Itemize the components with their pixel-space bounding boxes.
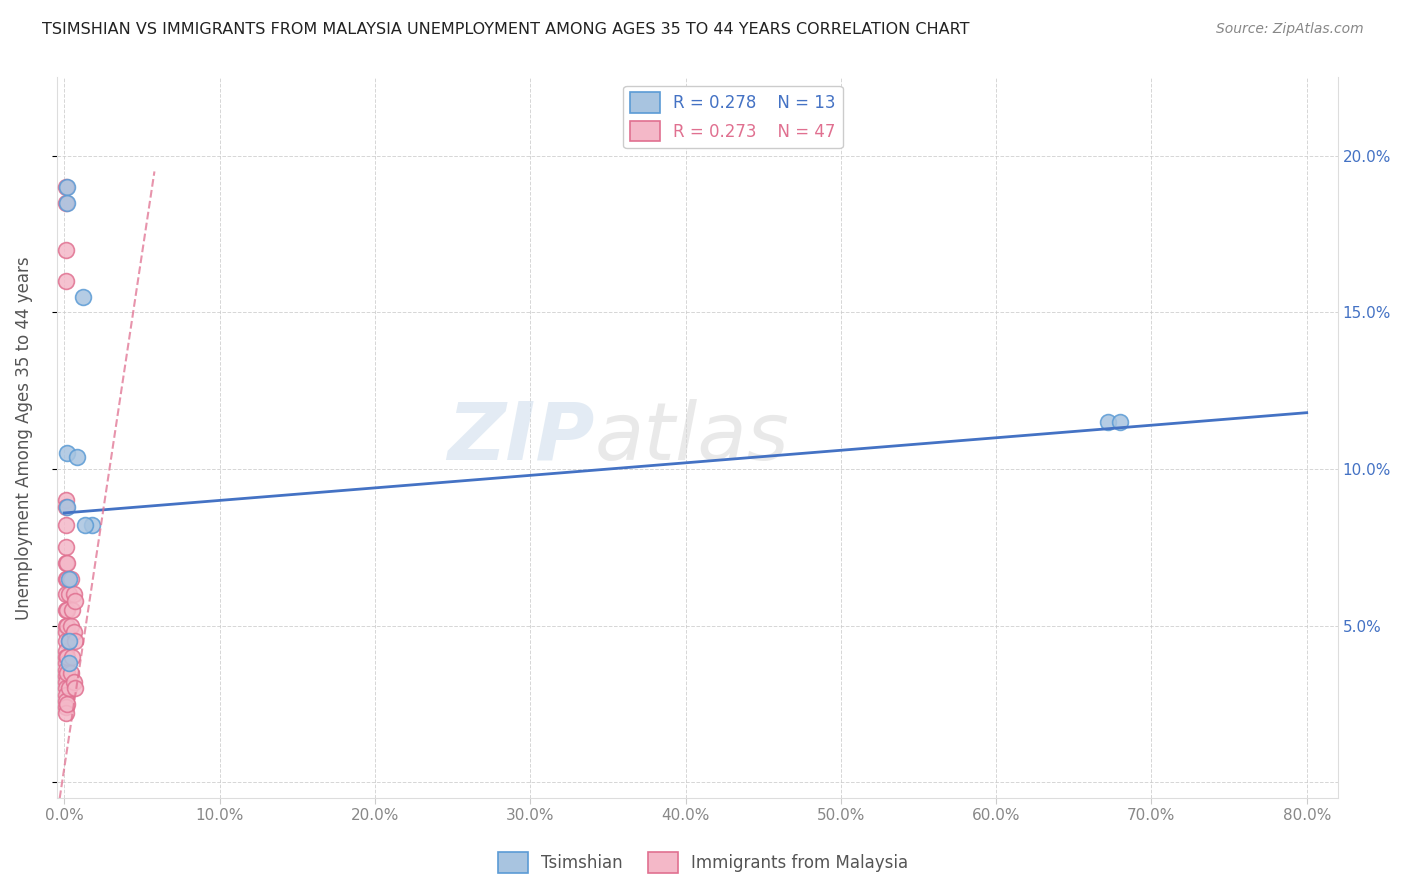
Point [55, 518, 77, 533]
Point [58, 634, 80, 648]
Point [62, 625, 84, 640]
Text: Source: ZipAtlas.com: Source: ZipAtlas.com [1216, 22, 1364, 37]
Point [58, 634, 80, 648]
Point [62, 587, 84, 601]
Point [55, 650, 77, 665]
Point [56, 195, 79, 210]
Y-axis label: Unemployment Among Ages 35 to 44 years: Unemployment Among Ages 35 to 44 years [15, 256, 32, 620]
Point [55, 694, 77, 708]
Point [55, 180, 77, 194]
Point [55, 700, 77, 714]
Point [1097, 415, 1119, 429]
Point [55, 587, 77, 601]
Point [59, 572, 82, 586]
Point [56, 697, 79, 711]
Point [56, 619, 79, 633]
Point [55, 681, 77, 696]
Point [55, 572, 77, 586]
Point [55, 493, 77, 508]
Point [55, 663, 77, 677]
Point [72, 290, 94, 304]
Point [55, 500, 77, 514]
Point [55, 243, 77, 257]
Point [58, 657, 80, 671]
Point [82, 518, 104, 533]
Point [56, 500, 79, 514]
Point [56, 180, 79, 194]
Point [62, 675, 84, 690]
Point [55, 634, 77, 648]
Point [55, 619, 77, 633]
Text: TSIMSHIAN VS IMMIGRANTS FROM MALAYSIA UNEMPLOYMENT AMONG AGES 35 TO 44 YEARS COR: TSIMSHIAN VS IMMIGRANTS FROM MALAYSIA UN… [42, 22, 970, 37]
Point [56, 572, 79, 586]
Point [1109, 415, 1132, 429]
Point [58, 681, 80, 696]
Point [55, 603, 77, 617]
Point [66, 450, 89, 464]
Point [60, 650, 83, 665]
Text: atlas: atlas [595, 399, 789, 476]
Legend: R = 0.278    N = 13, R = 0.273    N = 47: R = 0.278 N = 13, R = 0.273 N = 47 [623, 86, 842, 148]
Point [55, 706, 77, 721]
Point [55, 556, 77, 570]
Point [59, 619, 82, 633]
Point [58, 587, 80, 601]
Point [56, 603, 79, 617]
Point [65, 593, 87, 607]
Point [55, 625, 77, 640]
Point [65, 681, 87, 696]
Text: ZIP: ZIP [447, 399, 595, 476]
Point [55, 541, 77, 555]
Point [59, 665, 82, 680]
Point [55, 274, 77, 288]
Point [55, 195, 77, 210]
Point [55, 688, 77, 702]
Point [65, 634, 87, 648]
Point [55, 644, 77, 658]
Point [56, 556, 79, 570]
Point [55, 669, 77, 683]
Point [55, 657, 77, 671]
Point [56, 446, 79, 460]
Point [60, 603, 83, 617]
Point [56, 665, 79, 680]
Legend: Tsimshian, Immigrants from Malaysia: Tsimshian, Immigrants from Malaysia [491, 846, 915, 880]
Point [56, 650, 79, 665]
Point [58, 572, 80, 586]
Point [73, 518, 96, 533]
Point [55, 675, 77, 690]
